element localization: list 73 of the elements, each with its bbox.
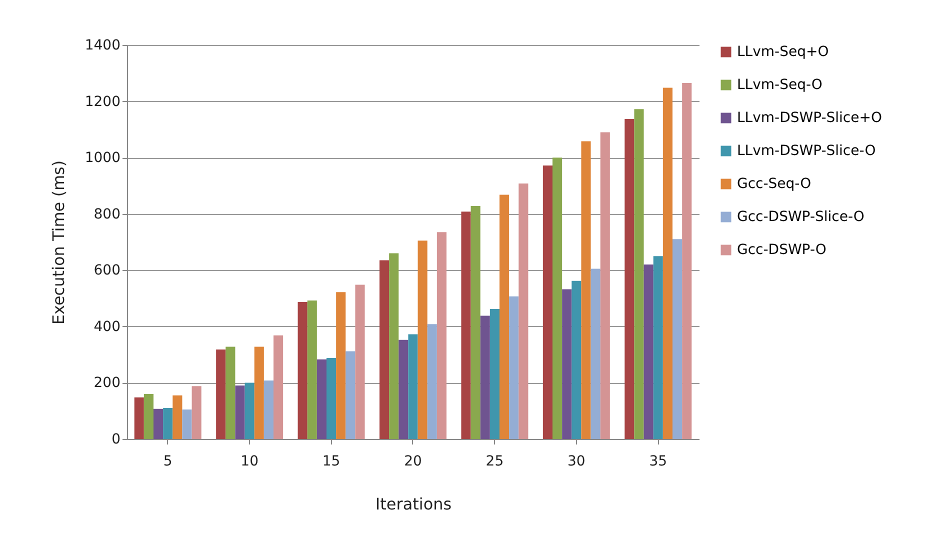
bar [346, 351, 356, 439]
y-tick-label: 200 [94, 375, 120, 392]
bar [682, 82, 692, 439]
bar [662, 88, 672, 439]
y-tick-label: 1000 [84, 150, 120, 166]
bar [144, 394, 154, 439]
bar [672, 239, 682, 439]
legend-label: LLvm-Seq+O [737, 44, 829, 60]
legend-label: LLvm-Seq-O [737, 77, 822, 93]
bar [379, 260, 390, 439]
bar [355, 284, 365, 439]
bar [389, 253, 399, 439]
y-tick-label: 800 [94, 206, 120, 222]
bar [274, 335, 284, 439]
bar [624, 119, 634, 439]
bar [490, 308, 500, 439]
bar [500, 194, 510, 439]
bar [600, 132, 610, 439]
bar [264, 380, 274, 439]
bar [480, 316, 490, 439]
bar [134, 397, 144, 439]
x-tick-label: 10 [240, 454, 258, 470]
x-tick-label: 30 [568, 454, 586, 470]
bar [307, 300, 317, 439]
bar [182, 409, 192, 439]
bar [427, 324, 437, 439]
bar [509, 296, 519, 439]
legend-label: LLvm-DSWP-Slice+O [737, 110, 882, 126]
bar [542, 165, 552, 439]
bar [226, 346, 236, 439]
x-tick-label: 35 [649, 454, 668, 470]
bar [398, 340, 408, 439]
x-tick-label: 5 [163, 454, 172, 470]
x-tick-label: 15 [322, 454, 340, 470]
bar [163, 408, 173, 439]
legend-label: LLvm-DSWP-Slice-O [737, 143, 876, 159]
x-tick-label: 25 [486, 454, 504, 470]
bar [298, 302, 308, 439]
legend-label: Gcc-DSWP-Slice-O [737, 209, 864, 225]
bar [562, 289, 572, 439]
bar [336, 292, 346, 439]
bar [590, 268, 600, 439]
bar [418, 240, 428, 439]
bar [572, 280, 582, 439]
bar [316, 359, 326, 439]
bar [436, 232, 447, 439]
bar [154, 408, 164, 439]
legend-label: Gcc-DSWP-O [737, 242, 826, 258]
bar [244, 382, 254, 439]
bar [216, 350, 226, 439]
bar [461, 212, 471, 439]
y-tick-label: 1400 [84, 38, 120, 54]
bar [518, 183, 528, 439]
y-axis-title: Execution Time (ms) [48, 160, 68, 325]
bar [235, 386, 245, 439]
x-axis-title: Iterations [375, 494, 452, 514]
bar [634, 109, 644, 439]
y-tick-label: 400 [94, 318, 120, 335]
bar [408, 334, 418, 439]
bar [653, 256, 663, 439]
bar [644, 264, 654, 439]
bar [192, 386, 202, 439]
bar [581, 141, 591, 439]
bar [470, 206, 480, 439]
x-tick-label: 20 [404, 454, 422, 470]
y-tick-label: 600 [94, 262, 120, 279]
y-tick-label: 1200 [84, 94, 120, 110]
bar [326, 358, 336, 439]
bar [254, 346, 264, 439]
bar [552, 158, 562, 439]
y-tick-label: 0 [112, 432, 120, 448]
legend-label: Gcc-Seq-O [737, 176, 812, 192]
bar [172, 395, 182, 439]
